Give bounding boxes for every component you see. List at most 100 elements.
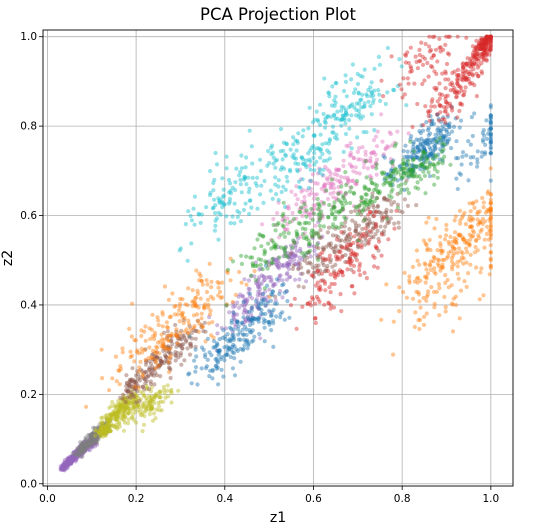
scatter-point — [92, 440, 97, 445]
scatter-point — [330, 182, 335, 187]
scatter-point — [313, 270, 318, 275]
scatter-point — [348, 141, 353, 146]
scatter-point — [59, 466, 64, 471]
scatter-point — [270, 143, 275, 148]
scatter-point — [452, 218, 457, 223]
scatter-point — [482, 48, 487, 53]
scatter-point — [407, 173, 412, 178]
scatter-point — [282, 214, 287, 219]
scatter-point — [303, 253, 308, 258]
scatter-point — [474, 237, 479, 243]
scatter-point — [79, 453, 84, 458]
scatter-point — [422, 261, 427, 266]
scatter-point — [104, 423, 109, 428]
scatter-point — [425, 141, 430, 146]
scatter-point — [358, 236, 363, 241]
scatter-point — [416, 275, 421, 280]
scatter-point — [256, 300, 261, 305]
scatter-point — [248, 255, 253, 260]
scatter-point — [73, 456, 78, 462]
scatter-point — [290, 251, 295, 256]
scatter-point — [215, 365, 220, 370]
scatter-point — [482, 46, 487, 51]
scatter-point — [367, 202, 372, 207]
scatter-point — [313, 283, 318, 288]
scatter-point — [109, 412, 114, 417]
scatter-point — [80, 445, 85, 450]
scatter-point — [449, 256, 454, 261]
scatter-point — [128, 354, 133, 360]
scatter-point — [99, 429, 104, 434]
scatter-point — [389, 167, 394, 172]
scatter-point — [279, 245, 284, 250]
scatter-point — [273, 158, 278, 163]
scatter-point — [143, 362, 149, 367]
scatter-point — [353, 229, 358, 234]
scatter-point — [323, 269, 329, 274]
scatter-point — [81, 443, 86, 448]
scatter-point — [249, 205, 254, 210]
scatter-point — [251, 263, 256, 268]
scatter-point — [140, 384, 145, 390]
scatter-point — [144, 387, 149, 392]
scatter-point — [164, 344, 169, 349]
scatter-point — [282, 166, 287, 171]
scatter-point — [322, 76, 327, 81]
scatter-point — [474, 47, 479, 52]
scatter-point — [374, 157, 380, 162]
scatter-point — [413, 185, 418, 190]
scatter-point — [197, 321, 202, 326]
scatter-point — [317, 252, 323, 257]
scatter-point — [431, 173, 436, 178]
scatter-point — [443, 137, 448, 142]
scatter-point — [69, 457, 74, 462]
scatter-point — [89, 435, 94, 440]
scatter-point — [74, 455, 79, 461]
scatter-point — [428, 151, 433, 157]
scatter-point — [430, 118, 435, 123]
scatter-point — [72, 449, 77, 454]
scatter-point — [432, 266, 437, 271]
scatter-point — [166, 346, 171, 351]
scatter-point — [358, 272, 363, 278]
scatter-point — [239, 253, 244, 258]
scatter-point — [216, 237, 221, 242]
scatter-point — [410, 148, 415, 153]
scatter-point — [282, 218, 287, 223]
scatter-point — [423, 151, 428, 156]
scatter-point — [337, 250, 342, 255]
scatter-point — [306, 250, 312, 255]
scatter-point — [354, 113, 359, 118]
scatter-point — [214, 356, 219, 361]
scatter-point — [364, 158, 369, 163]
scatter-point — [141, 371, 147, 376]
scatter-point — [261, 300, 266, 305]
scatter-point — [177, 248, 182, 253]
scatter-point — [306, 250, 311, 255]
scatter-point — [232, 356, 237, 361]
scatter-point — [247, 291, 252, 296]
scatter-point — [231, 335, 236, 340]
scatter-point — [456, 83, 461, 88]
scatter-point — [165, 324, 170, 330]
scatter-point — [225, 269, 230, 274]
scatter-point — [390, 159, 395, 164]
scatter-point — [469, 115, 474, 120]
scatter-point — [83, 447, 88, 452]
scatter-point — [142, 387, 147, 392]
scatter-point — [292, 296, 297, 301]
scatter-point — [98, 434, 103, 439]
scatter-point — [239, 280, 244, 285]
scatter-point — [342, 116, 347, 121]
scatter-point — [341, 231, 346, 236]
scatter-point — [65, 456, 70, 462]
scatter-point — [70, 455, 75, 460]
scatter-point — [361, 231, 366, 236]
scatter-point — [142, 400, 147, 405]
scatter-point — [426, 126, 431, 131]
y-tick-label: 1.0 — [20, 31, 37, 43]
scatter-point — [413, 165, 418, 170]
scatter-point — [165, 333, 170, 339]
scatter-point — [104, 425, 109, 430]
scatter-point — [414, 155, 419, 160]
